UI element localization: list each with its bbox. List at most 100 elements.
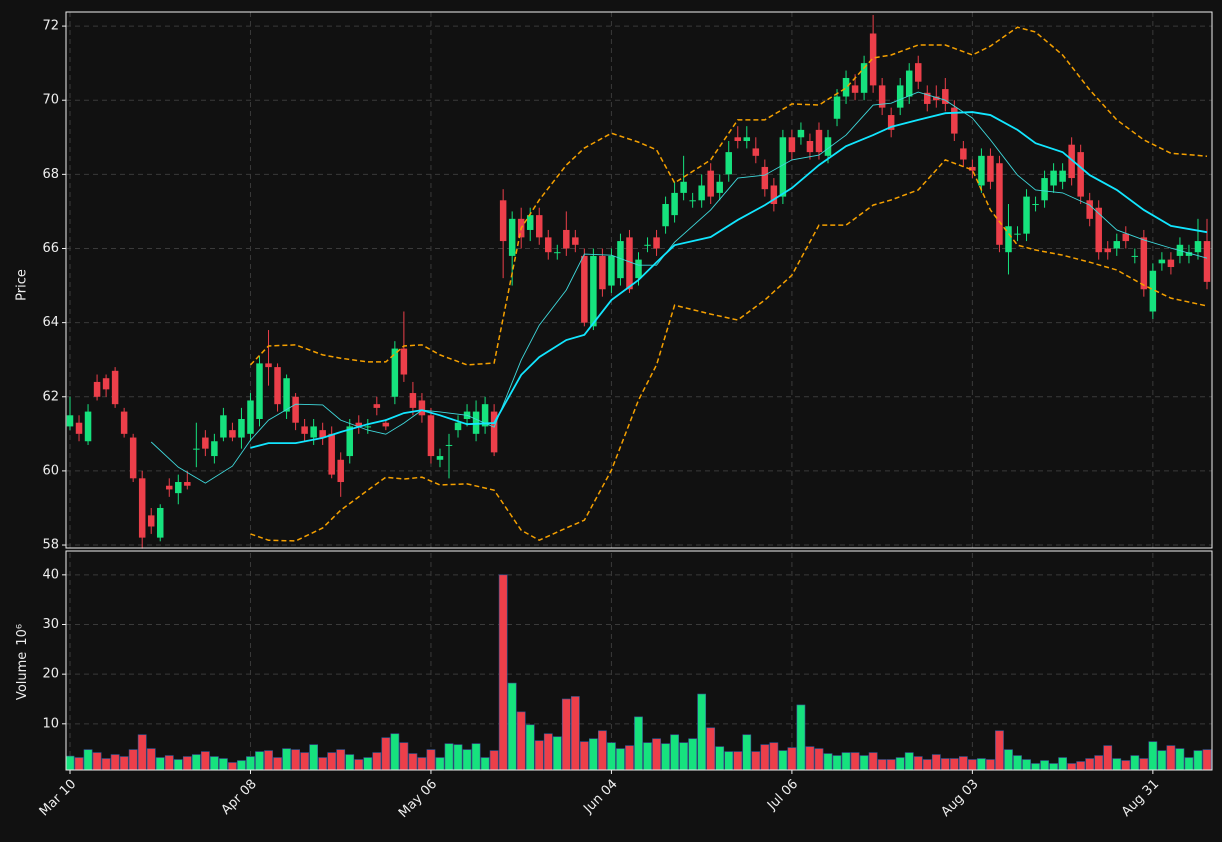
volume-bar (390, 733, 400, 771)
volume-bar (697, 693, 707, 771)
volume-bar (1004, 749, 1013, 771)
candle-body (563, 229, 570, 249)
candle-body (1068, 144, 1075, 179)
candle-body (310, 426, 317, 438)
candle-body (716, 181, 723, 193)
volume-axis-label: Volume 10⁶ (15, 624, 30, 700)
volume-bar (1103, 745, 1113, 771)
volume-bar (101, 758, 111, 771)
candle-body (797, 129, 805, 138)
volume-bar (805, 746, 815, 771)
y-tick-label: 66 (42, 241, 59, 256)
candle-body (752, 148, 760, 156)
volume-bar (92, 752, 102, 771)
candle-body (644, 244, 651, 246)
candle-body (1032, 204, 1039, 206)
candle-body (238, 419, 245, 438)
candle-body (1041, 178, 1048, 201)
candle-body (1140, 237, 1148, 290)
volume-bar (255, 751, 264, 771)
candle-body (1113, 241, 1121, 249)
volume-bar (859, 755, 869, 771)
candle-body (887, 115, 895, 130)
volume-bar (219, 758, 228, 771)
volume-bar (318, 757, 328, 771)
volume-bar (841, 752, 851, 771)
candle-body (481, 404, 489, 427)
volume-bar (435, 757, 445, 771)
volume-bar (74, 757, 84, 771)
candle-body (373, 404, 381, 408)
candle-body (635, 259, 642, 279)
candle-body (337, 459, 344, 483)
volume-bar (173, 759, 183, 771)
candle-body (427, 415, 435, 457)
overlay-line (250, 159, 1208, 542)
candle-body (166, 485, 173, 490)
volume-bar (83, 749, 93, 771)
candle-body (1203, 241, 1211, 282)
candle-body (581, 255, 588, 323)
volume-bar (661, 743, 670, 771)
volume-bar (742, 734, 752, 771)
volume-bar (1184, 757, 1194, 771)
candle-body (1122, 233, 1130, 242)
candle-body (905, 70, 913, 97)
candle-body (1104, 248, 1111, 253)
volume-bar (534, 740, 544, 771)
candle-body (102, 378, 110, 390)
volume-bar (119, 756, 129, 771)
y-tick-label: 62 (42, 389, 59, 404)
candle-body (1086, 200, 1093, 219)
candle-body (815, 129, 823, 153)
candle-body (662, 204, 669, 227)
candle-body (951, 107, 958, 134)
volume-bar (426, 749, 436, 771)
volume-bar (1166, 745, 1176, 771)
candle-body (391, 348, 399, 397)
volume-bar (155, 757, 165, 771)
volume-bar (444, 743, 454, 771)
y-tick-label: 64 (42, 315, 59, 330)
volume-bar (769, 742, 779, 771)
volume-bar (958, 756, 968, 771)
candle-body (545, 237, 552, 253)
volume-bar (832, 755, 842, 771)
y-tick-label: 20 (42, 667, 59, 682)
volume-bar (688, 738, 698, 771)
candle-body (256, 363, 263, 420)
candle-body (960, 148, 967, 160)
candle-body (1194, 241, 1202, 253)
candle-body (599, 255, 606, 290)
volume-bar (1013, 755, 1022, 771)
volume-bar (796, 704, 806, 771)
volume-bar (913, 756, 923, 771)
candle-body (1014, 233, 1021, 235)
volume-bar (309, 744, 319, 771)
candle-body (933, 96, 940, 101)
price-frame (65, 11, 1213, 549)
volume-bar (327, 752, 337, 771)
candle-body (770, 185, 778, 205)
candle-body (301, 426, 308, 434)
volume-bar (164, 755, 174, 771)
volume-bar (507, 682, 517, 771)
volume-bar (489, 750, 499, 771)
candle-body (1077, 152, 1084, 197)
volume-bar (931, 754, 941, 771)
volume-bar (417, 757, 427, 771)
candle-body (319, 430, 326, 438)
volume-bar (1121, 760, 1131, 771)
volume-bar (372, 752, 382, 771)
volume-bar (543, 733, 553, 771)
volume-bar (1193, 750, 1203, 771)
candle-body (554, 252, 561, 254)
candle-body (833, 96, 841, 119)
candle-body (147, 515, 155, 527)
candle-body (535, 215, 543, 238)
candle-body (93, 381, 101, 397)
candle-body (653, 237, 660, 249)
volume-bar (1040, 760, 1049, 771)
volume-bar (128, 749, 138, 771)
